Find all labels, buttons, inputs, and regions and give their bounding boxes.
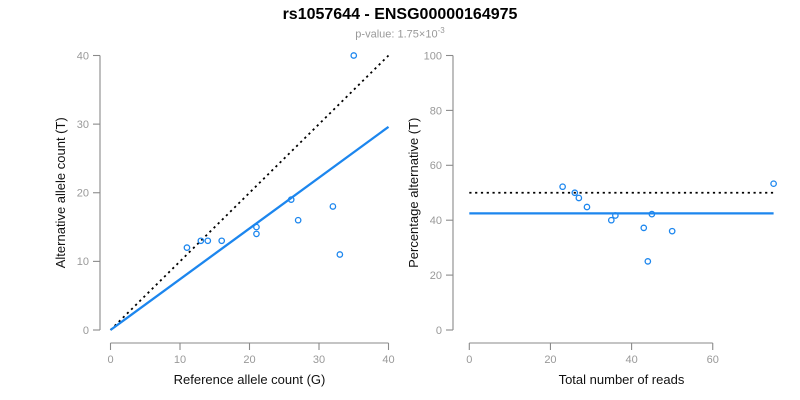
data-point	[770, 180, 777, 188]
data-point	[571, 189, 579, 197]
x-tick-label: 0	[107, 354, 113, 366]
x-tick-label: 20	[544, 354, 556, 366]
y-tick-label: 100	[424, 50, 442, 62]
y-tick-label: 20	[77, 188, 89, 200]
data-point	[559, 183, 566, 191]
data-point	[329, 203, 337, 210]
data-point	[607, 216, 615, 224]
data-point	[197, 237, 205, 245]
y-tick-label: 40	[77, 50, 89, 62]
figure-title: rs1057644 - ENSG00000164975	[282, 6, 518, 23]
y-tick-label: 40	[430, 215, 442, 227]
x-tick-label: 0	[466, 354, 472, 366]
data-point	[668, 227, 676, 235]
data-point	[336, 251, 344, 258]
x-tick-label: 10	[174, 354, 186, 366]
data-point	[575, 194, 583, 202]
data-point	[204, 237, 212, 245]
x-tick-label: 40	[625, 354, 637, 366]
x-axis-title: Reference allele count (G)	[174, 372, 326, 387]
y-tick-label: 0	[83, 325, 89, 337]
y-axis-title: Alternative allele count (T)	[53, 117, 68, 268]
x-tick-label: 60	[707, 354, 719, 366]
data-point	[644, 258, 652, 265]
identity-line	[109, 54, 390, 331]
data-point	[640, 224, 648, 232]
x-tick-label: 30	[313, 354, 325, 366]
data-point	[294, 216, 302, 224]
plot-allele-counts: 0 10 20 30 40 0 10 20 30 40 Reference allele count…	[53, 50, 395, 387]
y-tick-label: 30	[77, 119, 89, 131]
data-point	[287, 196, 295, 203]
data-point	[583, 203, 591, 211]
data-point	[183, 244, 191, 251]
data-point	[648, 210, 656, 218]
data-point	[218, 237, 226, 245]
y-tick-label: 0	[436, 325, 442, 337]
data-point	[253, 223, 260, 231]
y-tick-label: 10	[77, 256, 89, 268]
data-point	[350, 52, 358, 59]
x-tick-label: 20	[243, 354, 255, 366]
y-axis-title: Percentage alternative (T)	[406, 118, 421, 268]
p-value-text: p-value: 1.75×10	[355, 28, 438, 41]
x-tick-label: 40	[382, 354, 394, 366]
regression-line	[109, 125, 390, 331]
y-tick-label: 60	[430, 160, 442, 172]
y-tick-label: 80	[430, 105, 442, 117]
p-value-exponent: -3	[437, 26, 445, 35]
plot-percentage-vs-reads: 0 20 40 60 80 100 0 20 40 60 Total number of reads…	[406, 50, 777, 387]
x-axis-title: Total number of reads	[559, 372, 685, 387]
p-value-subtitle: p-value: 1.75×10-3	[0, 26, 800, 41]
data-point	[253, 230, 260, 238]
y-tick-label: 20	[430, 270, 442, 282]
data-point	[612, 212, 619, 219]
